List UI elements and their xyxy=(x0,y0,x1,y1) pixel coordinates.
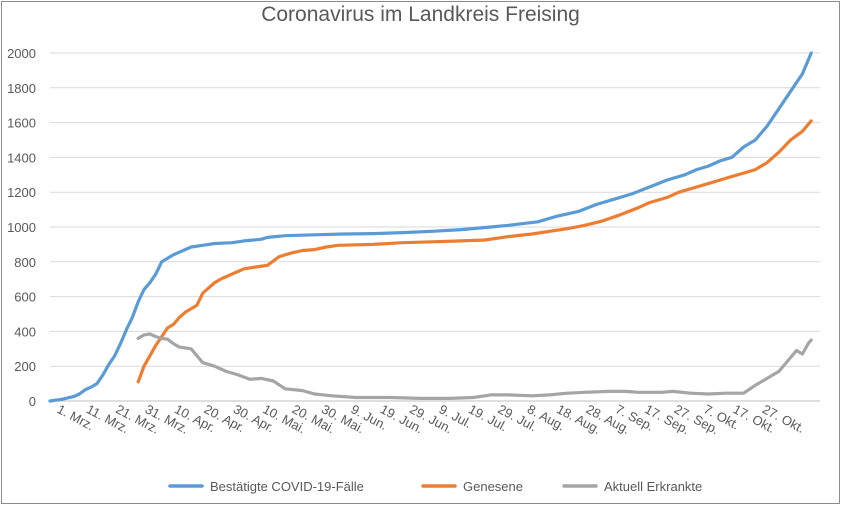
series-line-1 xyxy=(48,51,813,403)
y-tick-label: 1800 xyxy=(7,81,36,96)
y-tick-label: 0 xyxy=(29,394,36,409)
y-tick-label: 1600 xyxy=(7,116,36,131)
y-tick-label: 800 xyxy=(14,255,36,270)
gridlines xyxy=(50,52,820,402)
x-axis-ticks: 1. Mrz.11. Mrz.21. Mrz.31. Mrz.10. Apr.2… xyxy=(55,401,808,437)
legend-label: Aktuell Erkrankte xyxy=(604,479,702,494)
y-tick-label: 1000 xyxy=(7,220,36,235)
y-tick-label: 200 xyxy=(14,359,36,374)
legend: Bestätigte COVID-19-Fälle Genesene Aktuell… xyxy=(168,479,702,494)
legend-label: Genesene xyxy=(463,479,523,494)
y-tick-label: 400 xyxy=(14,324,36,339)
chart-title: Coronavirus im Landkreis Freising xyxy=(261,3,580,26)
series-line-3 xyxy=(136,332,813,400)
y-axis-ticks: 0 200 400 600 800 1000 1200 1400 1600 1800 2000 xyxy=(7,46,36,409)
y-tick-label: 1200 xyxy=(7,185,36,200)
series-lines xyxy=(48,51,813,403)
y-tick-label: 2000 xyxy=(7,46,36,61)
legend-label: Bestätigte COVID-19-Fälle xyxy=(210,479,364,494)
y-tick-label: 600 xyxy=(14,290,36,305)
y-tick-label: 1400 xyxy=(7,150,36,165)
series-line-2 xyxy=(136,119,813,384)
